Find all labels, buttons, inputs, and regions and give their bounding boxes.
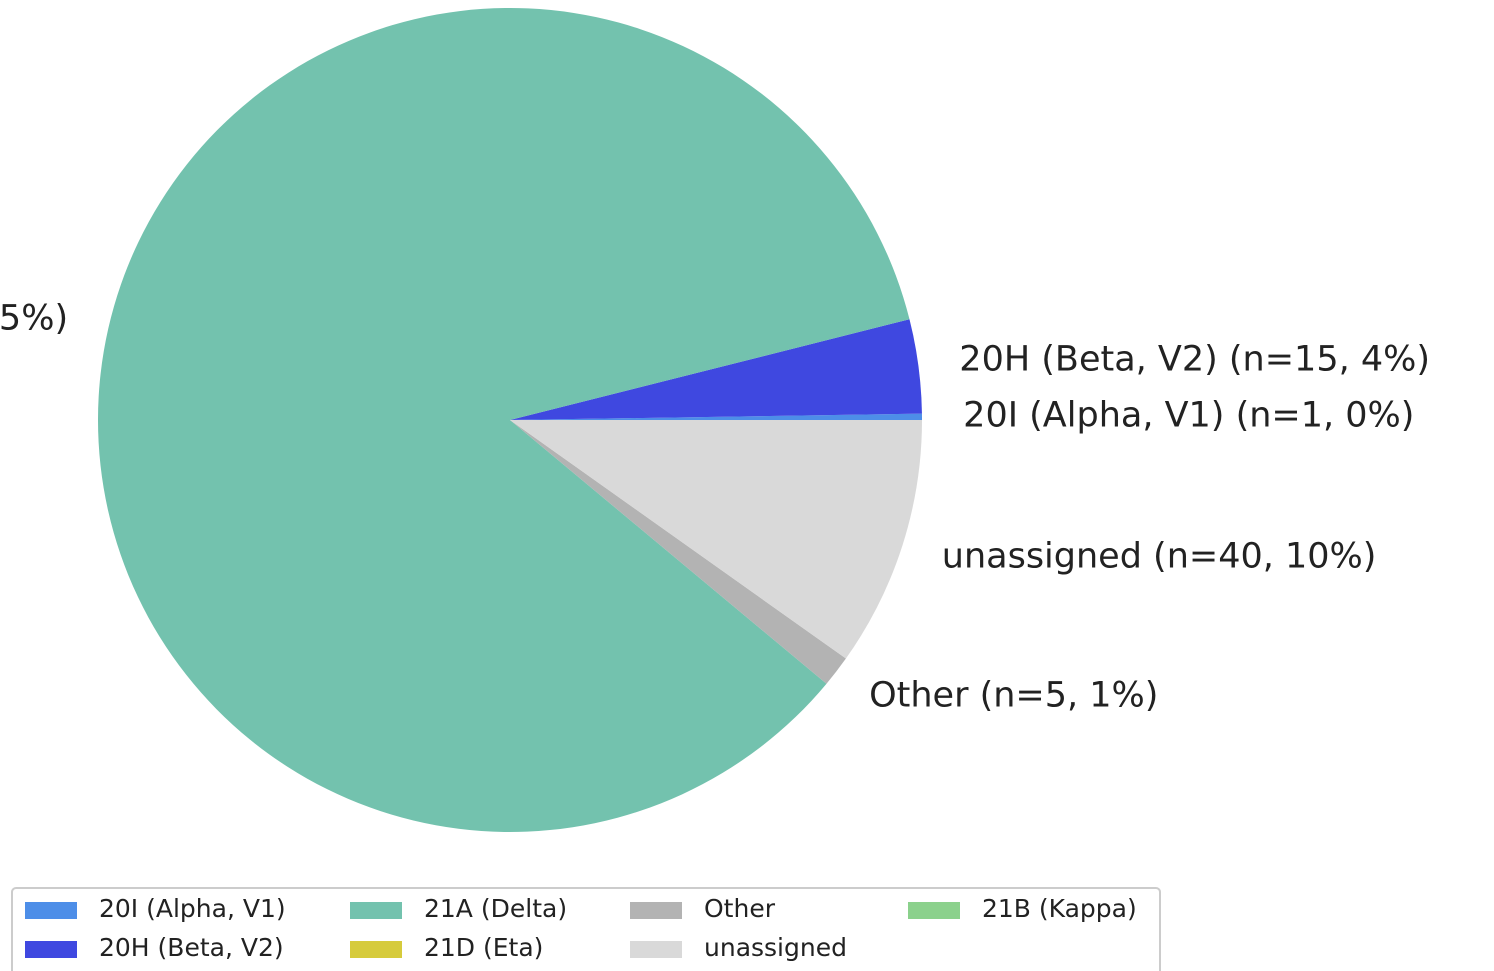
slice-label: unassigned (n=40, 10%): [942, 537, 1377, 577]
legend-swatch: [350, 902, 402, 919]
legend-swatch: [630, 941, 682, 958]
slice-label: 20H (Beta, V2) (n=15, 4%): [959, 340, 1430, 380]
legend-text: 20H (Beta, V2): [99, 933, 284, 962]
legend-text: 21B (Kappa): [982, 894, 1137, 923]
pie-slice: [97, 8, 910, 833]
pie-slice: [510, 319, 922, 420]
pie-slice: [510, 420, 846, 684]
legend-box: [11, 887, 1161, 971]
legend-text: 20I (Alpha, V1): [99, 894, 286, 923]
legend-text: 21D (Eta): [424, 933, 543, 962]
legend-swatch: [908, 902, 960, 919]
legend-swatch: [25, 902, 77, 919]
pie-slice: [510, 413, 922, 420]
legend-swatch: [630, 902, 682, 919]
legend-text: unassigned: [704, 933, 847, 962]
pie-slice: [510, 420, 922, 659]
slice-label: 5%): [0, 298, 68, 338]
legend-swatch: [350, 941, 402, 958]
legend-text: 21A (Delta): [424, 894, 567, 923]
legend-swatch: [25, 941, 77, 958]
slice-label: Other (n=5, 1%): [869, 675, 1158, 715]
legend-text: Other: [704, 894, 776, 923]
slice-label: 20I (Alpha, V1) (n=1, 0%): [963, 396, 1414, 436]
